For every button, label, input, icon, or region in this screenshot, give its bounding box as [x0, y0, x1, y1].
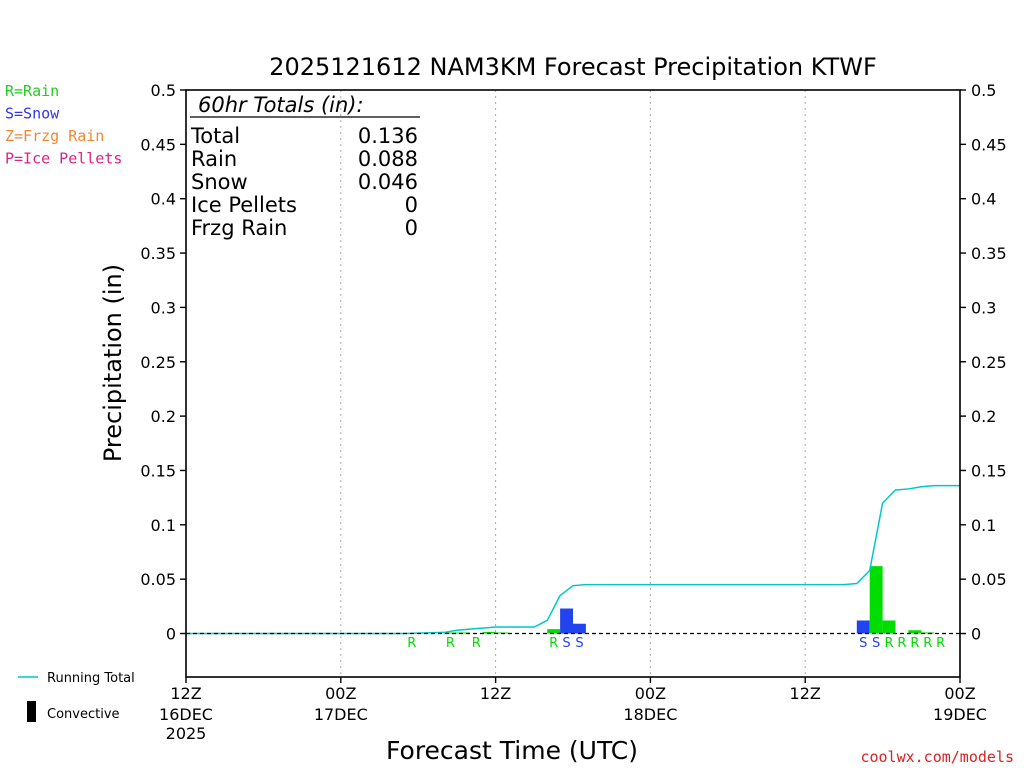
- totals-box: 60hr Totals (in): Total 0.136 Rain 0.088 Snow…: [190, 93, 420, 240]
- y-tick-label-left: 0.15: [140, 461, 176, 480]
- y-tick-label-left: 0.5: [151, 81, 176, 100]
- bar-r-4: [547, 629, 561, 634]
- type-legend-item: S=Snow: [5, 105, 60, 123]
- y-tick-label-left: 0: [166, 625, 176, 644]
- totals-label: Snow: [191, 170, 248, 194]
- totals-label: Total: [190, 124, 240, 148]
- totals-value: 0.088: [358, 147, 418, 171]
- type-marker-s: S: [575, 636, 583, 651]
- bar-r-8: [869, 566, 883, 634]
- bar-r-11: [921, 632, 935, 634]
- bar-r-0: [444, 632, 457, 634]
- type-legend-item: P=Ice Pellets: [5, 150, 122, 168]
- totals-header: 60hr Totals (in):: [198, 93, 364, 117]
- y-tick-label-right: 0.3: [971, 298, 996, 317]
- type-marker-r: R: [936, 636, 945, 651]
- y-tick-label-left: 0.35: [140, 244, 176, 263]
- y-tick-label-left: 0.2: [151, 407, 176, 426]
- bar-r-9: [882, 620, 896, 634]
- y-tick-label-right: 0.05: [971, 570, 1007, 589]
- bar-r-10: [908, 630, 922, 634]
- y-tick-label-right: 0.1: [971, 516, 996, 535]
- type-marker-r: R: [407, 636, 416, 651]
- totals-label: Rain: [191, 147, 237, 171]
- x-tick-date-label: 17DEC: [314, 705, 368, 724]
- y-tick-label-right: 0.15: [971, 461, 1007, 480]
- totals-label: Ice Pellets: [191, 193, 297, 217]
- x-tick-label: 00Z: [325, 684, 356, 703]
- y-tick-label-left: 0.1: [151, 516, 176, 535]
- y-tick-label-right: 0.35: [971, 244, 1007, 263]
- convective-legend-swatch: [27, 701, 36, 722]
- y-tick-label-left: 0.25: [140, 353, 176, 372]
- bar-s-7: [856, 620, 870, 634]
- type-marker-r: R: [897, 636, 906, 651]
- y-tick-label-right: 0.45: [971, 135, 1007, 154]
- x-tick-label: 00Z: [635, 684, 666, 703]
- y-tick-label-right: 0: [971, 625, 981, 644]
- type-marker-s: S: [859, 636, 867, 651]
- y-tick-label-right: 0.25: [971, 353, 1007, 372]
- bars-layer: [444, 566, 935, 634]
- bar-s-5: [560, 608, 573, 634]
- type-legend-item: Z=Frzg Rain: [5, 127, 104, 145]
- type-marker-r: R: [910, 636, 919, 651]
- x-tick-date-label: 18DEC: [623, 705, 677, 724]
- totals-value: 0: [405, 193, 418, 217]
- axes-layer: 0 00.05 0.050.1 0.10.15 0.150.2 0.20.25 0.250.…: [140, 81, 1006, 743]
- x-tick-date-label: 19DEC: [933, 705, 987, 724]
- bar-r-2: [482, 631, 496, 634]
- x-tick-date-label: 16DEC: [159, 705, 213, 724]
- y-tick-label-right: 0.4: [971, 190, 996, 209]
- type-marker-r: R: [446, 636, 455, 651]
- totals-value: 0.046: [358, 170, 418, 194]
- y-tick-label-left: 0.05: [140, 570, 176, 589]
- x-tick-label: 12Z: [170, 684, 201, 703]
- x-tick-label: 12Z: [480, 684, 511, 703]
- type-marker-s: S: [872, 636, 880, 651]
- chart-title: 2025121612 NAM3KM Forecast Precipitation…: [269, 53, 877, 81]
- type-marker-s: S: [562, 636, 570, 651]
- legend: R=Rain S=Snow Z=Frzg Rain P=Ice Pellets Runn…: [5, 82, 135, 722]
- x-tick-label: 12Z: [790, 684, 821, 703]
- running-total-line: [186, 484, 960, 635]
- x-tick-year-label: 2025: [166, 724, 207, 743]
- y-tick-label-right: 0.2: [971, 407, 996, 426]
- type-marker-r: R: [472, 636, 481, 651]
- totals-label: Frzg Rain: [191, 216, 287, 240]
- totals-value: 0.136: [358, 124, 418, 148]
- y-axis-label: Precipitation (in): [99, 264, 127, 462]
- convective-legend-label: Convective: [47, 707, 120, 722]
- type-legend-item: R=Rain: [5, 82, 59, 100]
- type-marker-r: R: [885, 636, 894, 651]
- y-tick-label-right: 0.5: [971, 81, 996, 100]
- x-tick-label: 00Z: [944, 684, 975, 703]
- y-tick-label-left: 0.45: [140, 135, 176, 154]
- bar-s-6: [573, 623, 586, 634]
- running-total-layer: [186, 484, 960, 635]
- bar-r-1: [456, 632, 470, 634]
- y-tick-label-left: 0.3: [151, 298, 176, 317]
- type-marker-r: R: [923, 636, 932, 651]
- running-total-legend-label: Running Total: [47, 671, 135, 686]
- type-marker-r: R: [549, 636, 558, 651]
- grid-layer: [340, 90, 806, 677]
- y-tick-label-left: 0.4: [151, 190, 176, 209]
- x-axis-label: Forecast Time (UTC): [386, 736, 638, 765]
- plot-frame: [185, 89, 961, 678]
- credit-text: coolwx.com/models: [860, 748, 1014, 766]
- totals-value: 0: [405, 216, 418, 240]
